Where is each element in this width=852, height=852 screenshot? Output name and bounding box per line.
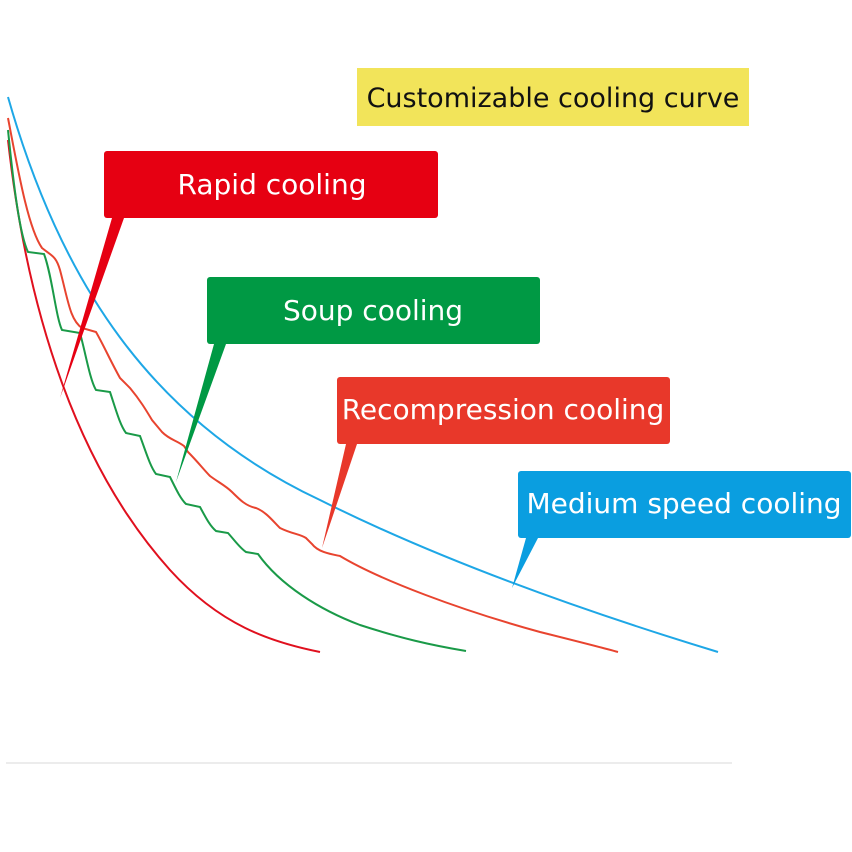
callout-soup-pointer xyxy=(176,344,226,482)
callout-soup: Soup cooling xyxy=(176,277,540,482)
callout-recompression-pointer xyxy=(322,444,357,548)
callout-rapid-box xyxy=(104,151,438,218)
callout-recompression-label: Recompression cooling xyxy=(342,393,665,426)
rapid-curve xyxy=(7,139,321,653)
callout-rapid-pointer xyxy=(60,218,124,398)
soup-curve xyxy=(7,129,467,652)
title-background xyxy=(357,68,749,126)
callout-recompression-box xyxy=(337,377,670,444)
callout-medium: Medium speed cooling xyxy=(512,471,851,588)
callout-rapid: Rapid cooling xyxy=(60,151,438,398)
callout-rapid-label: Rapid cooling xyxy=(178,168,367,201)
title-box: Customizable cooling curve xyxy=(357,68,749,126)
callout-soup-label: Soup cooling xyxy=(283,294,463,327)
callout-medium-label: Medium speed cooling xyxy=(526,487,841,520)
title-text: Customizable cooling curve xyxy=(367,83,740,114)
callout-medium-box xyxy=(518,471,851,538)
callout-recompression: Recompression cooling xyxy=(322,377,670,548)
callout-soup-box xyxy=(207,277,540,344)
recompression-curve xyxy=(7,117,619,653)
medium-speed-curve xyxy=(7,96,719,653)
callout-medium-pointer xyxy=(512,538,538,588)
